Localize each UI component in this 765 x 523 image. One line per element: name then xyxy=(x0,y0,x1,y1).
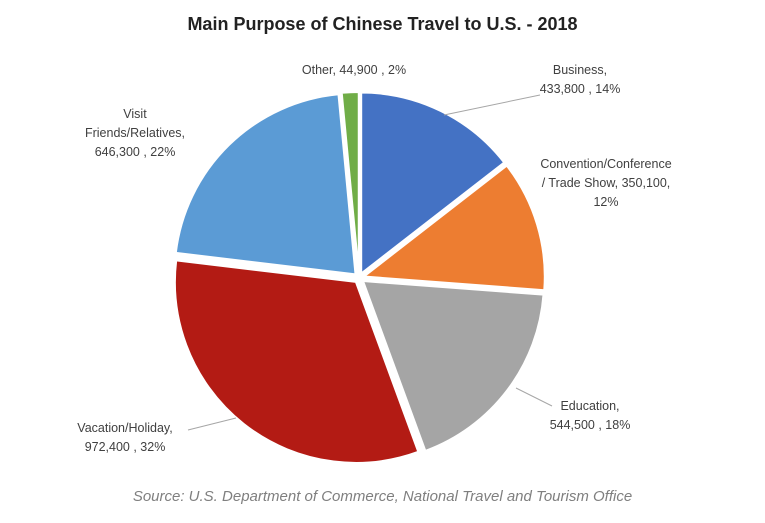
pie-slice-vacation-holiday xyxy=(173,259,420,464)
data-label-business: Business, 433,800 , 14% xyxy=(540,63,621,96)
chart-source: Source: U.S. Department of Commerce, Nat… xyxy=(132,488,633,505)
pie-slice-other xyxy=(340,91,360,274)
data-label-vacation-holiday: Vacation/Holiday, 972,400 , 32% xyxy=(77,421,172,454)
data-label-education: Education, 544,500 , 18% xyxy=(550,399,631,432)
leader-line xyxy=(443,94,541,116)
data-label-other: Other, 44,900 , 2% xyxy=(302,63,406,77)
pie-slice-business xyxy=(360,91,506,276)
data-label-visit-friends-relatives: Visit Friends/Relatives, 646,300 , 22% xyxy=(85,107,185,159)
pie-slice-education xyxy=(361,279,545,453)
chart-title: Main Purpose of Chinese Travel to U.S. -… xyxy=(187,14,578,34)
pie-slice-convention-conference-trade-show xyxy=(361,164,546,292)
pie-slice-visit-friends-relatives xyxy=(174,93,357,276)
leader-line xyxy=(515,387,553,407)
data-label-convention-conference-trade-show: Convention/Conference / Trade Show, 350,1… xyxy=(540,157,671,209)
leader-line xyxy=(187,417,237,431)
